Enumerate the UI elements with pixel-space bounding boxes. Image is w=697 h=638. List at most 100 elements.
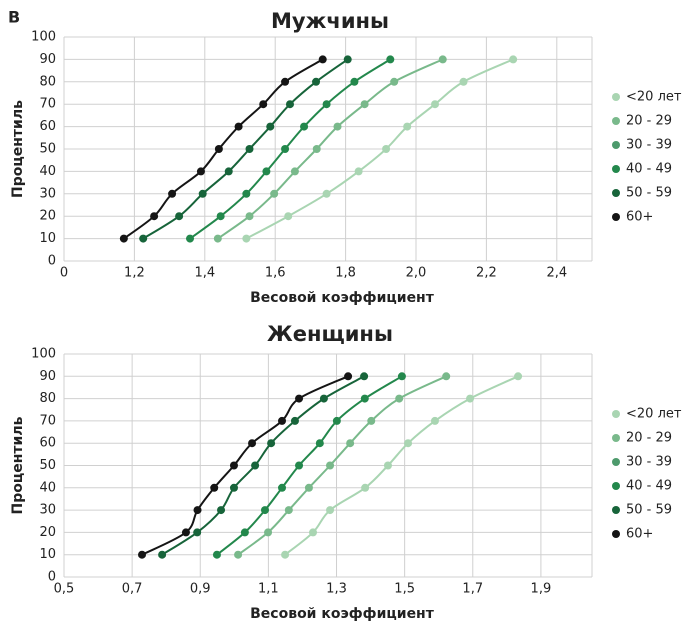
data-point <box>326 506 335 515</box>
data-point <box>186 234 195 243</box>
legend-marker <box>612 506 620 514</box>
data-point <box>193 528 202 537</box>
data-point <box>346 439 355 448</box>
data-point <box>267 439 276 448</box>
data-point <box>242 189 251 198</box>
data-point <box>290 416 299 425</box>
y-tick-label: 90 <box>39 52 56 67</box>
data-point <box>438 55 447 64</box>
data-point <box>442 372 451 381</box>
x-tick-label: 1,8 <box>335 266 356 281</box>
data-point <box>229 461 238 470</box>
data-point <box>322 189 331 198</box>
x-tick-label: 2,2 <box>476 266 497 281</box>
legend-label: 50 - 59 <box>626 503 672 518</box>
y-tick-label: 70 <box>39 413 56 428</box>
data-point <box>224 167 233 176</box>
y-tick-label: 60 <box>39 436 56 451</box>
legend-marker <box>612 434 620 442</box>
x-tick-label: 1,9 <box>531 582 552 597</box>
legend-label: 20 - 29 <box>626 114 672 129</box>
x-tick-label: 0,7 <box>122 582 143 597</box>
legend-marker <box>612 213 620 221</box>
data-point <box>509 55 518 64</box>
panel-label: В <box>8 8 20 27</box>
data-point <box>198 189 207 198</box>
data-point <box>245 145 254 153</box>
data-point <box>264 528 273 537</box>
data-point <box>168 189 177 198</box>
legend-marker <box>612 410 620 418</box>
x-tick-label: 0,5 <box>54 582 75 597</box>
legend-label: 40 - 49 <box>626 479 672 494</box>
legend-marker <box>612 117 620 125</box>
data-point <box>270 189 279 198</box>
y-axis-label: Процентиль <box>10 416 26 514</box>
y-tick-label: 20 <box>39 525 56 540</box>
legend-marker <box>612 482 620 490</box>
legend-marker <box>612 93 620 101</box>
legend-label: 60+ <box>626 210 653 225</box>
data-point <box>175 212 184 221</box>
legend-label: 20 - 29 <box>626 431 672 446</box>
data-point <box>138 550 147 559</box>
data-point <box>158 550 167 559</box>
data-point <box>262 167 271 176</box>
data-point <box>251 461 260 470</box>
y-tick-label: 20 <box>39 209 56 224</box>
y-tick-label: 70 <box>39 97 56 112</box>
data-point <box>266 122 275 131</box>
data-point <box>229 483 238 492</box>
data-point <box>350 77 359 86</box>
data-point <box>284 506 293 515</box>
y-tick-label: 0 <box>48 254 56 269</box>
y-tick-label: 100 <box>31 347 56 362</box>
x-tick-label: 1,6 <box>265 266 286 281</box>
data-point <box>295 394 304 403</box>
y-tick-label: 80 <box>39 391 56 406</box>
data-point <box>290 167 299 176</box>
data-point <box>361 483 370 492</box>
data-point <box>214 145 223 153</box>
data-point <box>285 100 294 109</box>
data-point <box>259 100 268 109</box>
x-tick-label: 0,9 <box>190 582 211 597</box>
data-point <box>383 461 392 470</box>
chart-title: Женщины <box>267 322 393 346</box>
data-point <box>260 506 269 515</box>
data-point <box>386 55 395 64</box>
y-tick-label: 10 <box>39 547 56 562</box>
data-point <box>403 122 412 131</box>
y-tick-label: 90 <box>39 369 56 384</box>
y-tick-label: 100 <box>31 30 56 45</box>
data-point <box>343 55 352 64</box>
data-point <box>150 212 159 221</box>
data-point <box>216 212 225 221</box>
data-point <box>430 416 439 425</box>
data-point <box>234 550 243 559</box>
legend-label: 40 - 49 <box>626 162 672 177</box>
y-tick-label: 80 <box>39 74 56 89</box>
data-point <box>181 528 190 537</box>
legend-marker <box>612 165 620 173</box>
data-point <box>390 77 399 86</box>
y-tick-label: 40 <box>39 480 56 495</box>
legend-marker <box>612 189 620 197</box>
data-point <box>210 483 219 492</box>
data-point <box>281 550 290 559</box>
data-point <box>304 483 313 492</box>
data-point <box>360 372 369 381</box>
x-axis-label: Весовой коэффициент <box>250 290 435 306</box>
data-point <box>514 372 523 381</box>
legend-label: 30 - 39 <box>626 138 672 153</box>
data-point <box>332 416 341 425</box>
data-point <box>360 394 369 403</box>
data-point <box>319 394 328 403</box>
data-point <box>213 234 222 243</box>
data-point <box>234 122 243 131</box>
x-tick-label: 2,0 <box>406 266 427 281</box>
data-point <box>300 122 309 131</box>
x-tick-label: 1,4 <box>194 266 215 281</box>
data-point <box>196 167 205 176</box>
